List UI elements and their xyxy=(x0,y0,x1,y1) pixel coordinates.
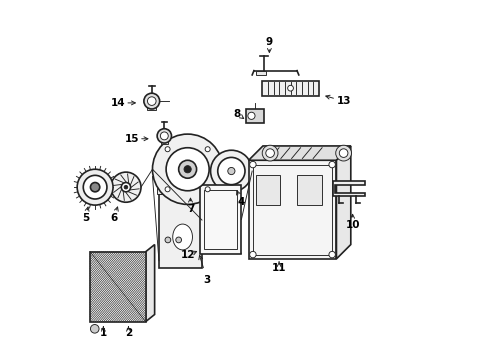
Circle shape xyxy=(205,187,210,192)
Bar xyxy=(200,185,242,253)
Circle shape xyxy=(157,129,171,143)
Circle shape xyxy=(250,251,256,258)
Circle shape xyxy=(122,183,131,192)
Text: 6: 6 xyxy=(110,213,118,222)
Circle shape xyxy=(329,161,335,168)
Polygon shape xyxy=(146,244,155,321)
Text: 2: 2 xyxy=(125,328,132,338)
Circle shape xyxy=(91,183,100,192)
Bar xyxy=(246,109,264,123)
Circle shape xyxy=(160,132,168,140)
Circle shape xyxy=(250,161,256,168)
Circle shape xyxy=(77,169,113,205)
Circle shape xyxy=(165,187,170,192)
Bar xyxy=(90,252,146,321)
Polygon shape xyxy=(194,247,242,253)
Circle shape xyxy=(179,160,196,178)
Text: 13: 13 xyxy=(336,96,351,106)
Bar xyxy=(159,194,202,268)
Text: 12: 12 xyxy=(180,250,195,260)
Bar xyxy=(256,175,280,204)
Bar xyxy=(256,71,266,75)
Circle shape xyxy=(147,97,156,105)
Text: 9: 9 xyxy=(266,37,273,47)
Ellipse shape xyxy=(173,224,193,250)
Polygon shape xyxy=(194,179,200,253)
Circle shape xyxy=(211,150,252,192)
Circle shape xyxy=(266,149,274,157)
Text: 3: 3 xyxy=(204,275,211,285)
Circle shape xyxy=(165,147,170,152)
Bar xyxy=(157,188,204,194)
Circle shape xyxy=(218,157,245,185)
Bar xyxy=(262,81,319,96)
Circle shape xyxy=(165,237,171,243)
Polygon shape xyxy=(333,181,365,196)
Circle shape xyxy=(83,175,107,199)
Circle shape xyxy=(166,148,209,191)
Circle shape xyxy=(176,237,181,243)
Bar xyxy=(147,104,156,110)
Text: 14: 14 xyxy=(110,98,125,108)
Circle shape xyxy=(248,112,255,120)
Text: 4: 4 xyxy=(238,197,245,207)
Text: 11: 11 xyxy=(272,263,286,273)
Circle shape xyxy=(124,185,128,189)
Bar xyxy=(161,138,168,144)
Circle shape xyxy=(91,324,99,333)
Circle shape xyxy=(144,93,160,109)
Bar xyxy=(248,160,337,259)
Circle shape xyxy=(152,134,223,204)
Circle shape xyxy=(228,167,235,175)
Polygon shape xyxy=(337,146,351,259)
Circle shape xyxy=(336,145,351,161)
Text: 5: 5 xyxy=(82,213,89,222)
Circle shape xyxy=(205,147,210,152)
Text: 1: 1 xyxy=(100,328,107,338)
Circle shape xyxy=(288,85,294,91)
Circle shape xyxy=(339,149,348,157)
Circle shape xyxy=(111,172,141,202)
Circle shape xyxy=(262,145,278,161)
Polygon shape xyxy=(248,146,351,160)
Circle shape xyxy=(329,251,335,258)
Text: 8: 8 xyxy=(234,109,241,119)
Bar xyxy=(253,165,332,255)
Bar xyxy=(297,175,321,204)
Bar xyxy=(204,190,237,249)
Text: 15: 15 xyxy=(125,134,139,144)
Circle shape xyxy=(184,166,191,173)
Text: 7: 7 xyxy=(187,204,194,214)
Text: 10: 10 xyxy=(345,220,360,230)
